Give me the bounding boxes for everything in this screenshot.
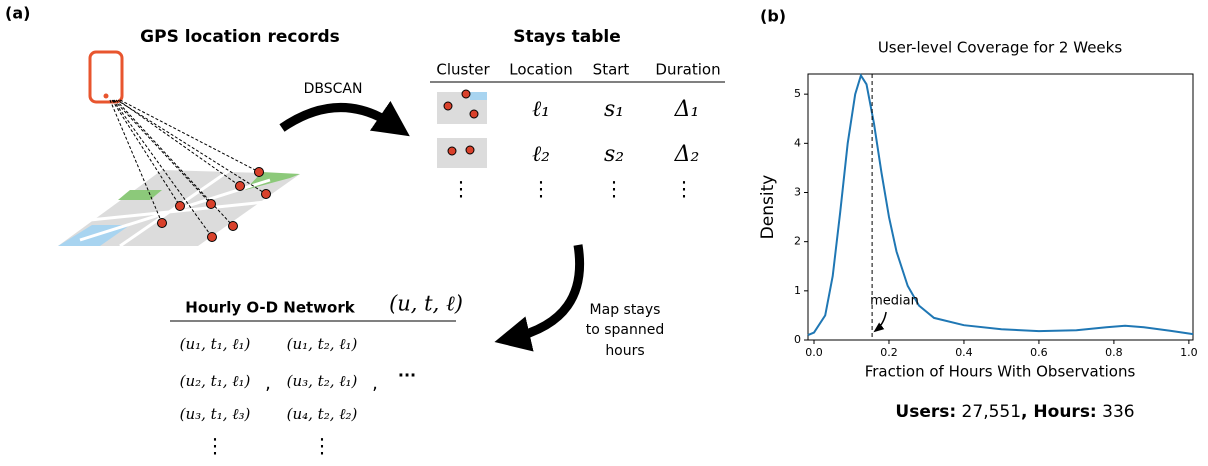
cluster-thumbs — [437, 90, 487, 168]
cell: ℓ₁ — [532, 97, 550, 122]
y-tick-label: 5 — [794, 87, 801, 100]
cell: ⋮ — [531, 177, 551, 201]
cell: s₁ — [604, 97, 624, 122]
header: Cluster — [436, 61, 490, 79]
x-tick-label: 0.4 — [955, 346, 973, 359]
panel-label: (b) — [760, 7, 786, 26]
x-tick-label: 1.0 — [1180, 346, 1198, 359]
dbscan-arrow — [282, 107, 395, 128]
ellipsis: ⋮ — [312, 434, 332, 458]
cell: ⋮ — [674, 177, 694, 201]
y-tick-label: 3 — [794, 185, 801, 198]
gps-title: GPS location records — [140, 27, 340, 47]
tuple: (u₃, t₂, ℓ₁) — [287, 372, 358, 390]
median-label: median — [870, 294, 919, 309]
footer-part: 336 — [1097, 402, 1135, 422]
y-tick-label: 4 — [794, 136, 801, 149]
x-tick-label: 0.8 — [1105, 346, 1123, 359]
x-tick-label: 0.0 — [805, 346, 823, 359]
x-axis-label: Fraction of Hours With Observations — [865, 363, 1136, 381]
network-title: Hourly O-D Network — [185, 299, 355, 317]
network-tuple: (u, t, ℓ) — [389, 292, 463, 316]
phone-dot — [104, 94, 109, 99]
density-line — [808, 76, 1193, 336]
tuple: (u₃, t₁, ℓ₃) — [180, 405, 251, 423]
map-arrow — [512, 245, 580, 338]
median-arrow — [875, 312, 886, 331]
dbscan-label: DBSCAN — [304, 81, 363, 97]
note: Map stays — [590, 302, 661, 318]
footer: Users: 27,551, Hours: 336 — [895, 402, 1134, 422]
footer-part: 27,551 — [956, 402, 1021, 422]
cell: Δ₂ — [674, 142, 700, 167]
plot-frame — [808, 74, 1193, 340]
tuple: (u₁, t₁, ℓ₁) — [180, 335, 251, 353]
separator: , — [372, 373, 378, 394]
footer-part: Users: — [895, 402, 956, 422]
header: Location — [509, 61, 572, 79]
y-axis-label: Density — [758, 175, 778, 240]
panel-label: (a) — [5, 4, 30, 23]
y-tick-label: 0 — [794, 333, 801, 346]
note: to spanned — [586, 322, 665, 338]
ellipsis: ··· — [398, 366, 416, 385]
tuple: (u₁, t₂, ℓ₁) — [287, 335, 358, 353]
x-tick-label: 0.2 — [880, 346, 898, 359]
header: Start — [593, 61, 630, 79]
cell: ⋮ — [604, 177, 624, 201]
separator: , — [265, 373, 271, 394]
figure: (a) GPS location records DBSCAN Stays ta… — [0, 0, 1208, 462]
y-tick-label: 1 — [794, 284, 801, 297]
header: Duration — [655, 61, 720, 79]
note: hours — [605, 343, 644, 359]
cell: ℓ₂ — [532, 142, 550, 167]
cell: s₂ — [604, 142, 624, 167]
cell: Δ₁ — [674, 97, 700, 122]
ellipsis: ⋮ — [205, 434, 225, 458]
cell: ⋮ — [451, 177, 471, 201]
x-tick-label: 0.6 — [1030, 346, 1048, 359]
chart-title: User-level Coverage for 2 Weeks — [878, 39, 1123, 57]
footer-part: , Hours: — [1021, 402, 1097, 422]
stays-title: Stays table — [513, 27, 621, 47]
y-tick-label: 2 — [794, 235, 801, 248]
tuple: (u₂, t₁, ℓ₁) — [180, 372, 251, 390]
tuple: (u₄, t₂, ℓ₂) — [287, 405, 358, 423]
